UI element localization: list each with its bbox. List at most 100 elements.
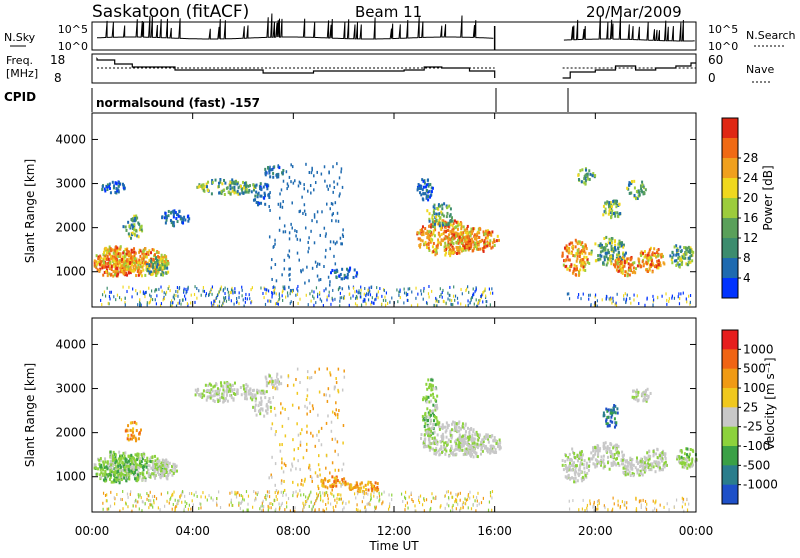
velocity-cell xyxy=(335,401,337,404)
velocity-cell xyxy=(475,452,477,455)
velocity-cell xyxy=(437,433,439,436)
power-cell xyxy=(637,264,639,267)
power-cell xyxy=(591,251,593,254)
power-cell xyxy=(329,291,330,294)
power-cell xyxy=(609,242,611,245)
power-cell xyxy=(101,266,103,269)
velocity-cell xyxy=(436,417,438,420)
velocity-cell xyxy=(256,414,258,417)
velocity-cell xyxy=(219,397,221,400)
velocity-cell xyxy=(570,458,572,461)
power-cell xyxy=(133,270,135,273)
power-cell xyxy=(483,250,485,253)
power-cell xyxy=(243,298,244,301)
velocity-cell xyxy=(646,464,648,467)
power-cell xyxy=(579,255,581,258)
power-cell xyxy=(428,285,429,288)
power-cell xyxy=(649,267,651,270)
power-cell xyxy=(141,258,143,261)
power-cell xyxy=(283,180,285,183)
power-cell xyxy=(629,263,631,266)
power-cell xyxy=(411,290,412,293)
power-cell xyxy=(643,191,645,194)
velocity-cell xyxy=(618,445,620,448)
velocity-cell xyxy=(284,489,286,492)
power-cell xyxy=(207,181,209,184)
power-cell xyxy=(233,303,234,306)
velocity-cell xyxy=(650,392,652,395)
velocity-cell xyxy=(647,459,649,462)
power-cell xyxy=(134,233,136,236)
power-cell xyxy=(231,182,233,185)
power-cell xyxy=(194,301,195,304)
power-cell xyxy=(133,247,135,250)
velocity-cell xyxy=(141,453,143,456)
velocity-cell xyxy=(432,442,434,445)
power-cell xyxy=(331,219,333,222)
power-cell xyxy=(478,236,480,239)
velocity-cell xyxy=(458,422,460,425)
velocity-cell xyxy=(631,468,633,471)
power-cell xyxy=(271,278,273,281)
power-cell xyxy=(154,266,156,269)
power-cell xyxy=(339,192,341,195)
velocity-cell xyxy=(269,380,271,383)
power-cell xyxy=(616,302,617,305)
velocity-cell xyxy=(329,394,331,397)
power-cell xyxy=(334,186,336,189)
velocity-cell xyxy=(258,404,260,407)
velocity-cell xyxy=(297,392,299,395)
power-cell xyxy=(429,212,431,215)
power-cell xyxy=(460,302,461,305)
power-cell xyxy=(481,293,482,296)
power-cell xyxy=(446,206,448,209)
power-cell xyxy=(290,292,291,295)
velocity-cell xyxy=(310,475,312,478)
power-cell xyxy=(353,276,355,279)
velocity-cell xyxy=(450,434,452,437)
velocity-cell xyxy=(573,480,575,483)
power-cell xyxy=(641,181,643,184)
power-cell xyxy=(278,203,280,206)
velocity-cell xyxy=(324,478,326,481)
velocity-cell xyxy=(355,486,357,489)
power-cell xyxy=(575,268,577,271)
power-cell xyxy=(186,291,187,294)
velocity-cell xyxy=(331,430,333,433)
power-cell xyxy=(348,285,349,288)
power-cell xyxy=(595,259,597,262)
velocity-cell xyxy=(605,441,607,444)
velocity-cell xyxy=(636,459,638,462)
power-cell xyxy=(101,188,103,191)
power-cell xyxy=(417,303,418,306)
velocity-cell xyxy=(580,453,582,456)
velocity-cell xyxy=(318,430,320,433)
power-cell xyxy=(174,294,175,297)
velocity-cell xyxy=(332,438,334,441)
power-cell xyxy=(614,240,616,243)
power-cell xyxy=(635,197,637,200)
power-cell xyxy=(690,294,691,297)
yaxis-tick-label: 4000 xyxy=(55,132,86,146)
power-cell xyxy=(244,182,246,185)
power-cell xyxy=(415,297,416,300)
power-cell xyxy=(629,274,631,277)
velocity-cell xyxy=(217,400,219,403)
velocity-cell xyxy=(424,422,426,425)
power-cell xyxy=(407,293,408,296)
power-cell xyxy=(610,216,612,219)
velocity-cell xyxy=(317,414,319,417)
power-cell xyxy=(119,296,120,299)
velocity-cell xyxy=(426,419,428,422)
power-cell xyxy=(583,268,585,271)
power-cell xyxy=(250,288,251,291)
velocity-cell xyxy=(372,484,374,487)
power-cell xyxy=(138,266,140,269)
power-cell xyxy=(96,254,98,257)
power-cell xyxy=(426,246,428,249)
velocity-cell xyxy=(425,383,427,386)
power-cell xyxy=(231,288,232,291)
velocity-cell xyxy=(607,425,609,428)
power-cell xyxy=(308,303,309,306)
power-cell xyxy=(440,287,441,290)
